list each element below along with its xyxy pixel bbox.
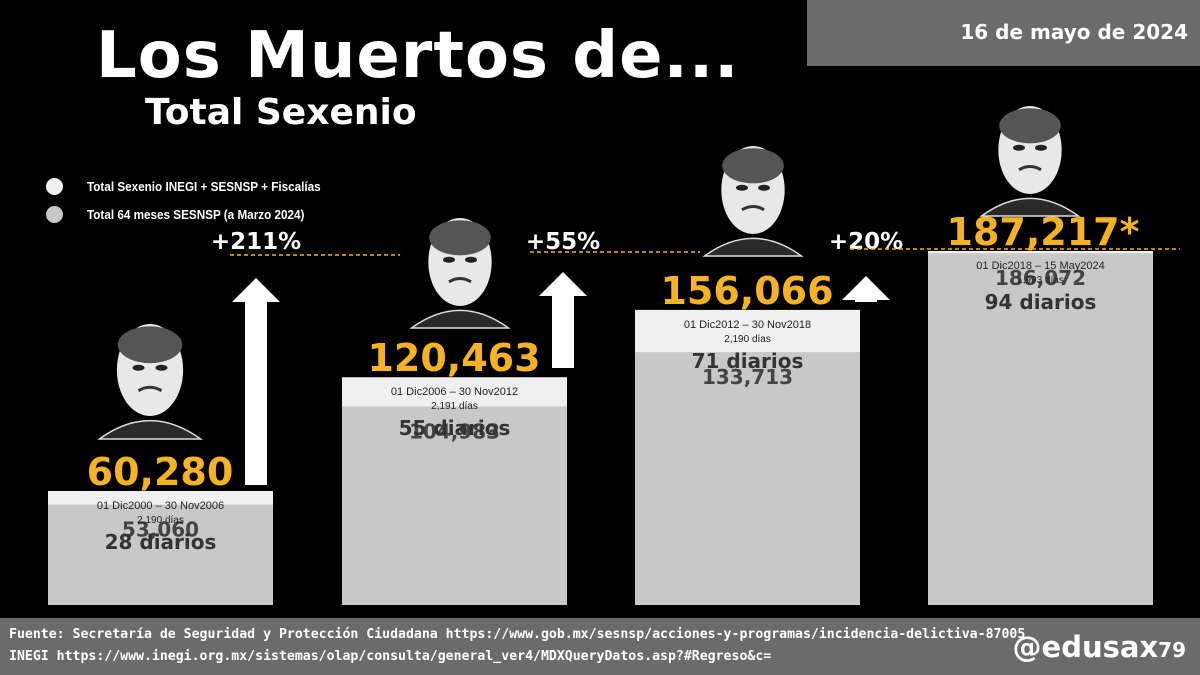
daily-label-2: 55 diarios [399, 416, 511, 440]
date-label: 16 de mayo de 2024 [807, 0, 1200, 66]
total-value-label-3: 156,066 [660, 269, 833, 313]
partial-value-label-3: 133,713 [702, 365, 793, 389]
days-label-3: 2,190 días [724, 334, 771, 345]
portrait-eye-left-2 [443, 256, 455, 263]
handle-digits: 79 [1158, 638, 1186, 662]
portrait-shoulders-1 [97, 420, 203, 440]
legend-dot-total-icon [46, 177, 63, 195]
portrait-hair-2 [429, 220, 491, 256]
portrait-shoulders-2 [409, 309, 511, 329]
portrait-mouth-4 [1018, 165, 1042, 172]
increase-label-2: +55% [526, 229, 600, 255]
period-label-2: 01 Dic2006 – 30 Nov2012 [391, 386, 518, 398]
bar-chart: 60,280 53,060 01 Dic2000 – 30 Nov2006 2,190… [48, 106, 1180, 605]
legend-item-total: Total Sexenio INEGI + SESNSP + Fiscalías [46, 172, 347, 200]
portrait-icon-4 [979, 106, 1081, 217]
increase-arrow-icon-2 [539, 272, 587, 368]
daily-label-1: 28 diarios [105, 530, 217, 554]
legend-item-partial: Total 64 meses SESNSP (a Marzo 2024) [46, 200, 347, 228]
portrait-hair-3 [722, 148, 784, 184]
portrait-mouth-1 [137, 385, 163, 393]
portrait-eye-left-1 [132, 364, 145, 371]
author-handle: @edusax79 [1013, 630, 1186, 664]
handle-name: @edusax [1012, 630, 1159, 664]
portrait-mouth-2 [448, 277, 472, 284]
page-title: Los Muertos de... [96, 19, 740, 93]
period-label-4: 01 Dic2018 – 15 May2024 [976, 260, 1104, 272]
total-value-label-2: 120,463 [367, 336, 540, 380]
portrait-eye-left-3 [736, 184, 748, 191]
portrait-eye-right-3 [758, 184, 770, 191]
bar-partial-4 [928, 253, 1153, 605]
bar-partial-2 [342, 406, 567, 605]
partial-value-label-2: 104,983 [409, 419, 500, 443]
legend-dot-partial-icon [46, 205, 63, 223]
portrait-eye-left-4 [1013, 144, 1025, 151]
portrait-eye-right-1 [155, 364, 168, 371]
bar-partial-3 [635, 352, 860, 605]
source-line-2: INEGI https://www.inegi.org.mx/sistemas/… [9, 649, 772, 664]
portrait-shoulders-3 [702, 237, 804, 257]
period-label-1: 01 Dic2000 – 30 Nov2006 [97, 500, 224, 512]
partial-value-label-1: 53,060 [122, 518, 199, 542]
portrait-icon-2 [409, 218, 511, 329]
period-label-3: 01 Dic2012 – 30 Nov2018 [684, 319, 811, 331]
increase-label-1: +211% [211, 229, 301, 255]
portrait-mouth-3 [741, 205, 765, 212]
portrait-eye-right-4 [1035, 144, 1047, 151]
total-value-label-4: 187,217* [947, 210, 1140, 254]
portrait-icon-1 [97, 324, 203, 440]
portrait-icon-3 [702, 146, 804, 257]
portrait-shoulders-4 [979, 197, 1081, 217]
daily-label-4: 94 diarios [985, 290, 1097, 314]
days-label-2: 2,191 días [431, 401, 478, 412]
portrait-hair-4 [999, 108, 1061, 144]
days-label-1: 2,190 días [137, 515, 184, 526]
days-label-4: 1,993 días [1017, 275, 1064, 286]
daily-label-3: 71 diarios [692, 349, 804, 373]
source-line-1: Fuente: Secretaría de Seguridad y Protec… [9, 627, 1026, 642]
footer-bar: Fuente: Secretaría de Seguridad y Protec… [0, 618, 1200, 675]
legend-label-total: Total Sexenio INEGI + SESNSP + Fiscalías [87, 178, 321, 194]
portrait-eye-right-2 [465, 256, 477, 263]
total-value-label-1: 60,280 [87, 450, 234, 494]
chart-legend: Total Sexenio INEGI + SESNSP + Fiscalías… [46, 172, 347, 228]
portrait-hair-1 [117, 326, 183, 364]
increase-arrow-icon-3 [842, 276, 890, 302]
increase-label-3: +20% [829, 229, 903, 255]
page-subtitle: Total Sexenio [145, 92, 417, 133]
partial-value-label-4: 186,072 [995, 266, 1086, 290]
legend-label-partial: Total 64 meses SESNSP (a Marzo 2024) [87, 206, 305, 222]
bar-partial-1 [48, 504, 273, 605]
increase-arrow-icon-1 [232, 278, 280, 485]
